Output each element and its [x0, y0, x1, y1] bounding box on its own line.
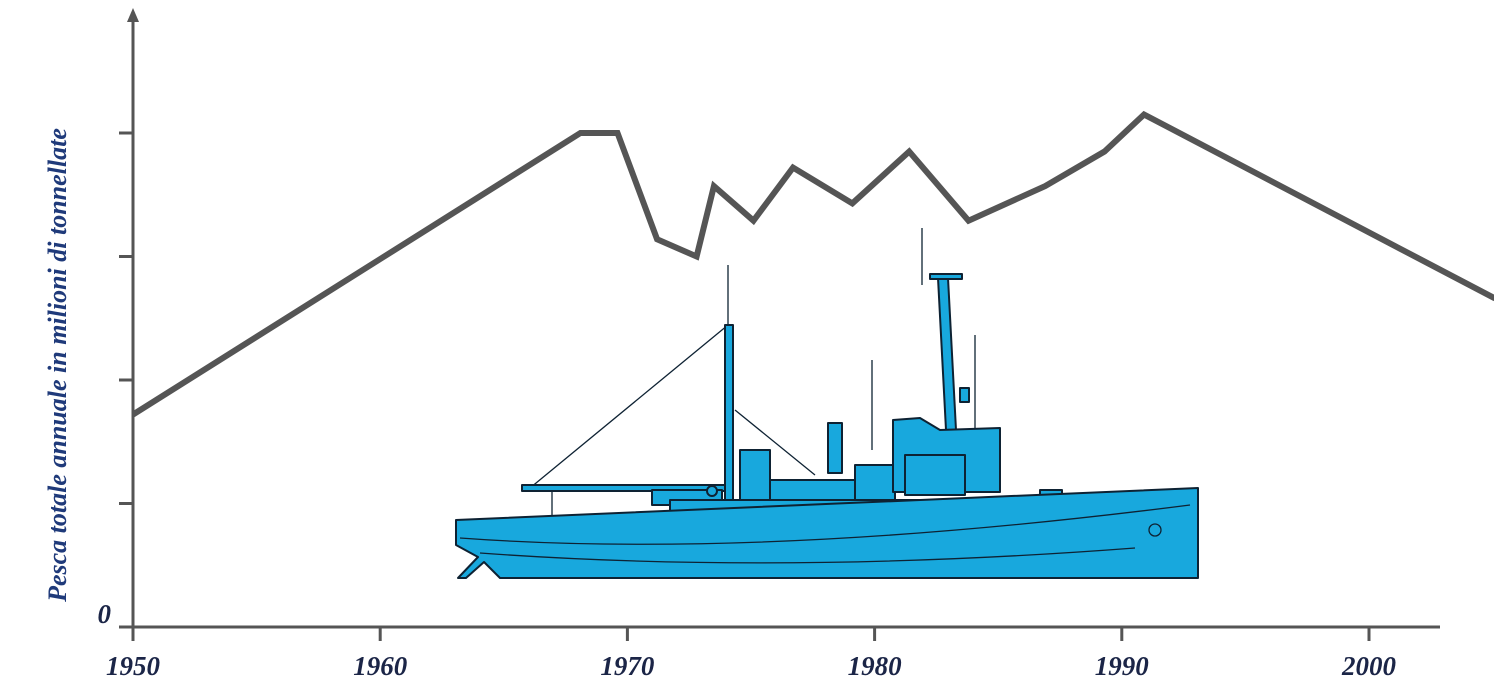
x-tick-label: 1960	[353, 651, 408, 680]
y-axis-label: Pesca totale annuale in milioni di tonne…	[43, 128, 72, 602]
y-tick-label: 0	[98, 599, 112, 629]
x-tick-label: 1970	[600, 651, 655, 680]
y-axis-arrow	[127, 8, 139, 22]
x-tick-label: 1980	[848, 651, 903, 680]
x-tick-label: 1950	[106, 651, 161, 680]
x-tick-label: 1990	[1095, 651, 1150, 680]
ship-illustration	[455, 228, 1199, 579]
x-tick-label: 2000	[1341, 651, 1397, 680]
data-line	[131, 110, 1494, 418]
